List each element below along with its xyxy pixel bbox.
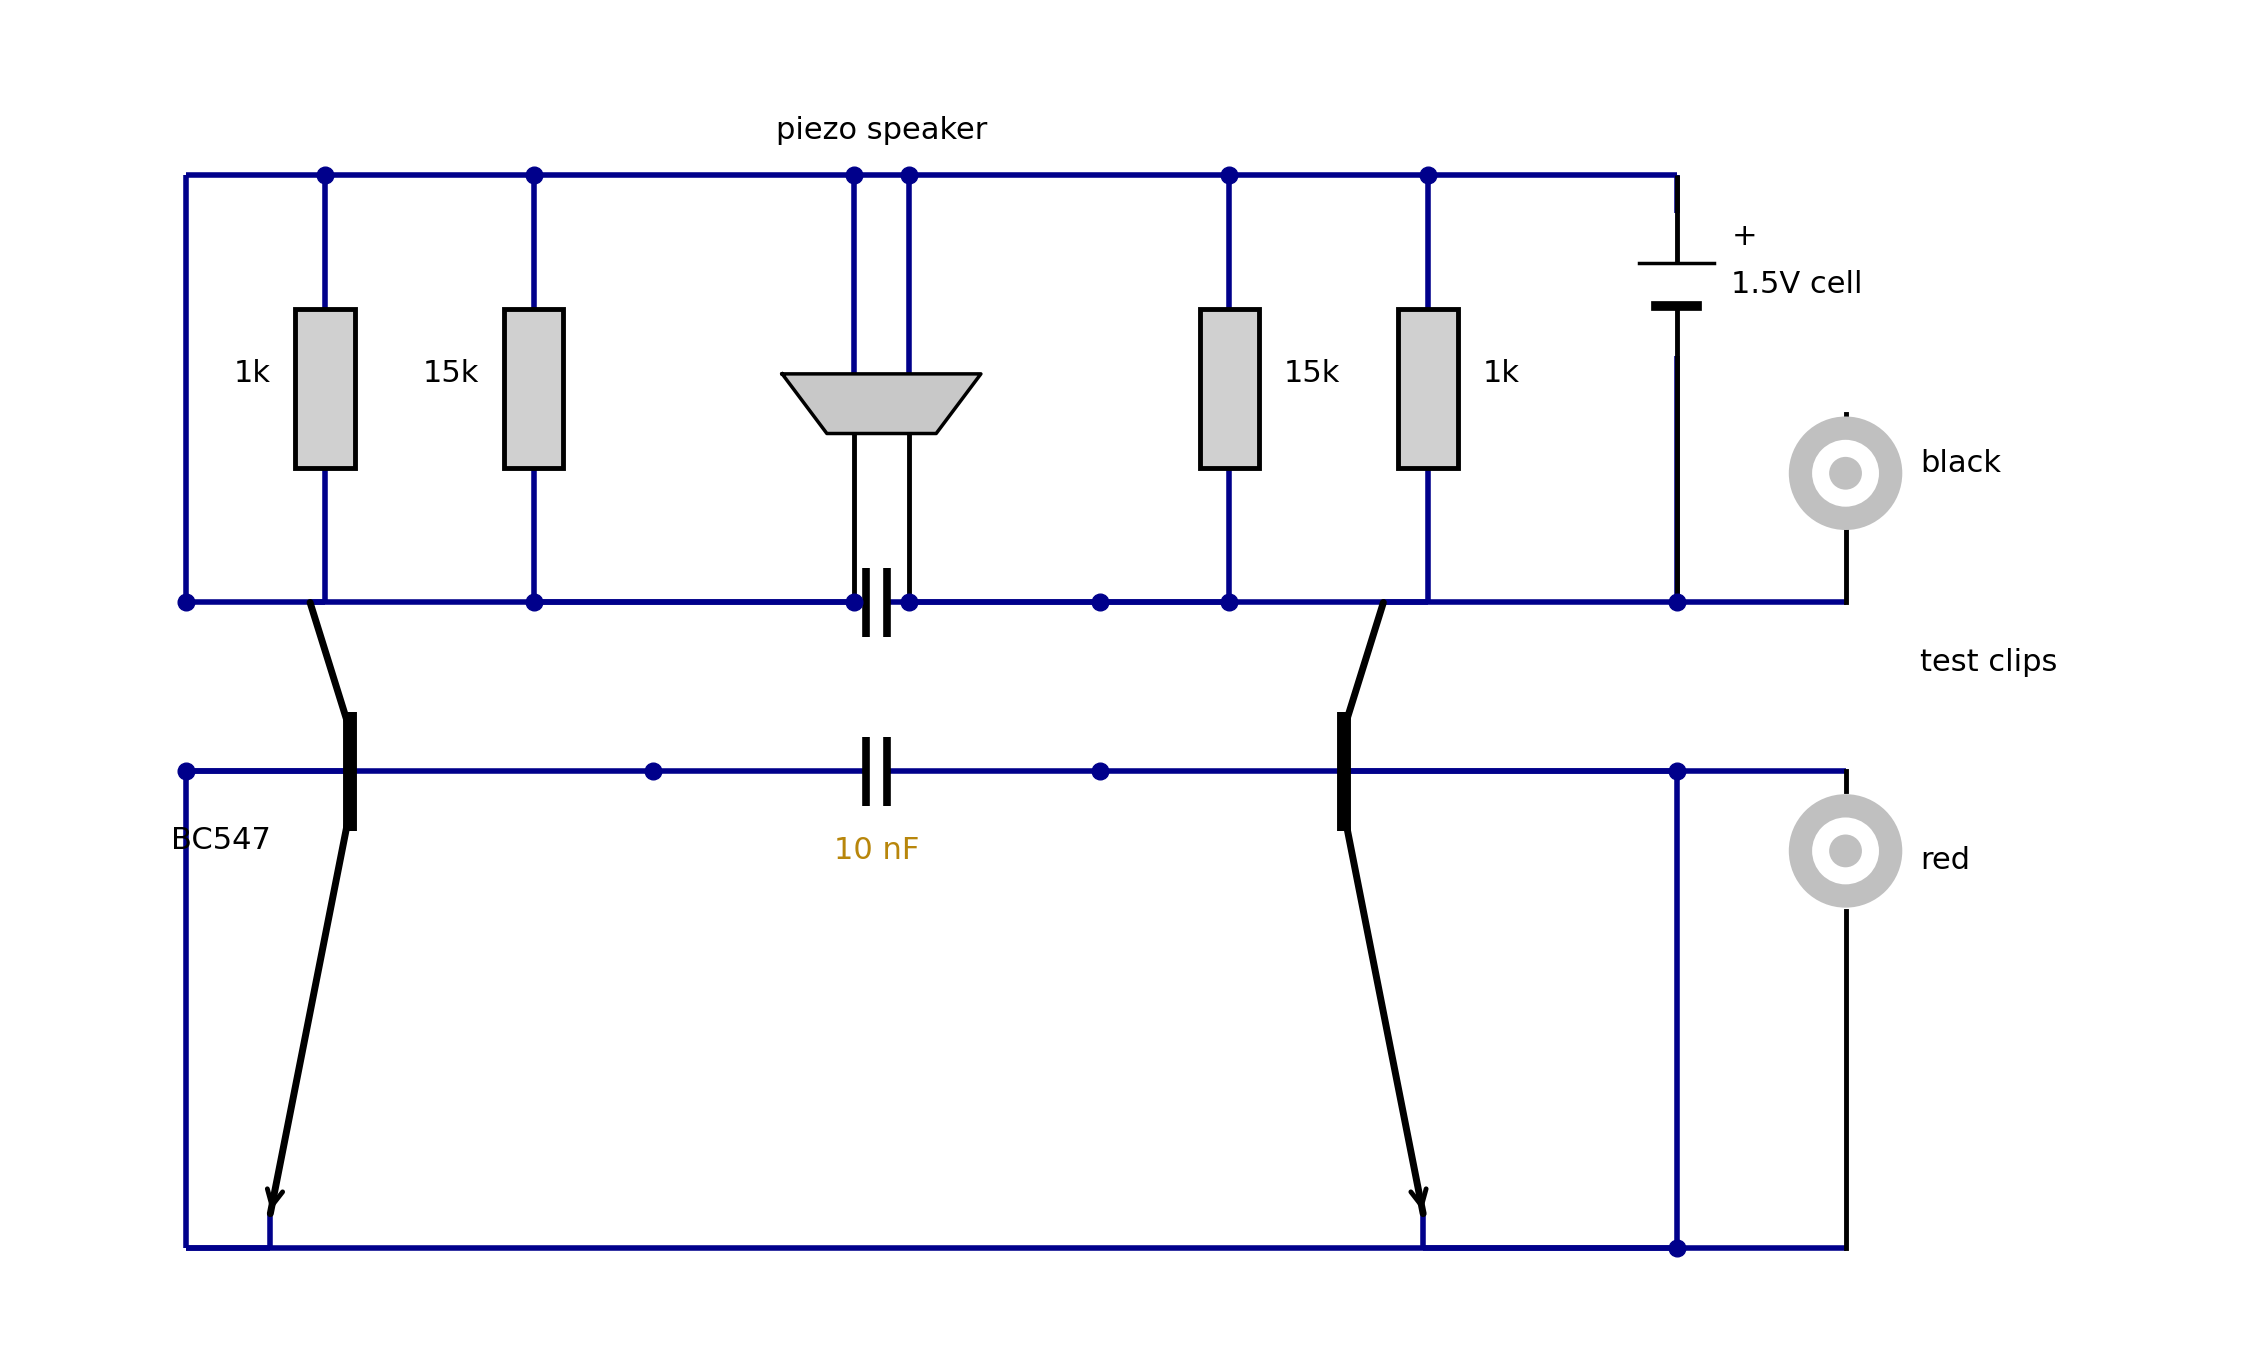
Text: piezo speaker: piezo speaker (775, 116, 987, 145)
Text: BC547: BC547 (171, 826, 270, 856)
Text: test clips: test clips (1920, 648, 2058, 676)
Text: 1k: 1k (1483, 360, 1519, 388)
Polygon shape (782, 375, 980, 434)
Circle shape (1830, 457, 1862, 489)
Circle shape (1814, 442, 1878, 504)
Circle shape (1814, 819, 1878, 883)
Text: 1k: 1k (234, 360, 270, 388)
Text: +: + (1731, 222, 1756, 250)
Bar (505, 310, 564, 468)
Text: 1.5V cell: 1.5V cell (1731, 270, 1862, 299)
Circle shape (1792, 419, 1900, 527)
Circle shape (1830, 834, 1862, 868)
Text: black: black (1920, 449, 2002, 477)
Circle shape (1792, 796, 1900, 906)
Bar (295, 310, 354, 468)
Text: red: red (1920, 846, 1970, 875)
Text: 10 nF: 10 nF (834, 836, 920, 865)
Bar (1199, 310, 1260, 468)
Text: 15k: 15k (1285, 360, 1341, 388)
Text: 15k: 15k (424, 360, 480, 388)
Bar (1397, 310, 1458, 468)
